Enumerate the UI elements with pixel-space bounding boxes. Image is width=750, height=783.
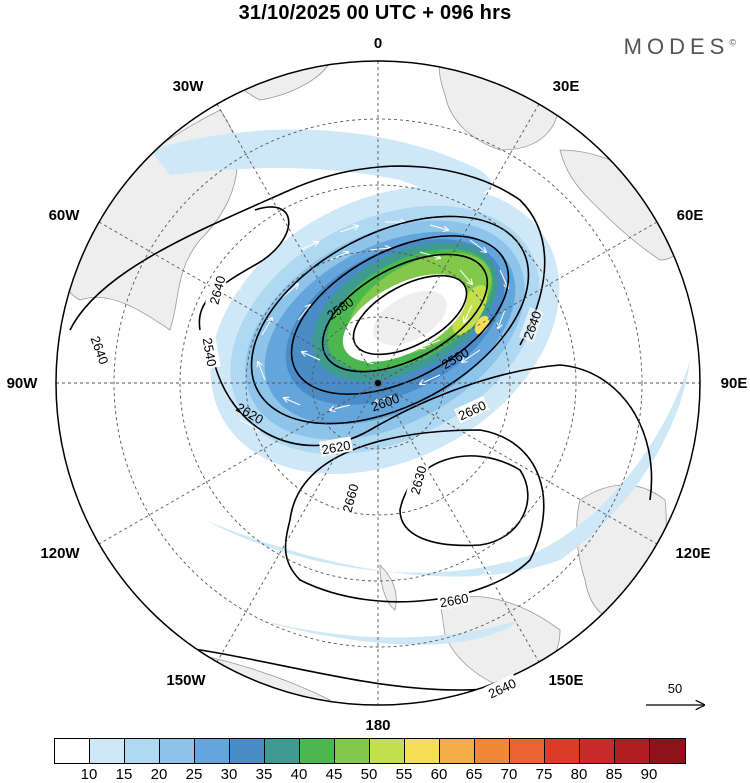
colorbar-label: 85 <box>605 766 623 783</box>
lon-label-0: 0 <box>374 35 382 52</box>
colorbar-label: 65 <box>465 766 483 783</box>
colorbar-label: 55 <box>395 766 413 783</box>
lon-label-30w: 30W <box>173 78 205 95</box>
colorbar-swatch <box>300 739 335 763</box>
lon-label-90w: 90W <box>7 375 39 392</box>
colorbar-swatch <box>125 739 160 763</box>
colorbar-label: 30 <box>220 766 238 783</box>
colorbar-swatch <box>55 739 90 763</box>
colorbar-swatch <box>475 739 510 763</box>
lon-label-120e: 120E <box>675 545 710 562</box>
colorbar-label: 35 <box>255 766 273 783</box>
colorbar-swatch <box>440 739 475 763</box>
colorbar-label: 25 <box>185 766 203 783</box>
colorbar-swatch <box>335 739 370 763</box>
colorbar-swatch <box>230 739 265 763</box>
colorbar-swatch <box>195 739 230 763</box>
colorbar-swatch <box>370 739 405 763</box>
colorbar-swatch <box>405 739 440 763</box>
colorbar <box>54 738 686 764</box>
colorbar-label: 15 <box>115 766 133 783</box>
wind-reference-label: 50 <box>668 681 682 696</box>
longitude-labels: 0 30E 60E 90E 120E 150E 180 150W 120W 90… <box>7 35 748 734</box>
colorbar-label: 80 <box>570 766 588 783</box>
colorbar-swatch <box>545 739 580 763</box>
brand-name: MODES <box>623 34 730 59</box>
contour-label: 2540 <box>200 337 220 368</box>
colorbar-swatch <box>90 739 125 763</box>
lon-label-150e: 150E <box>548 672 583 689</box>
copyright-mark: © <box>729 37 736 48</box>
colorbar-label: 45 <box>325 766 343 783</box>
contour-label: 2630 <box>407 464 429 496</box>
lon-label-120w: 120W <box>40 545 80 562</box>
lon-label-180: 180 <box>365 717 390 734</box>
colorbar-swatch <box>510 739 545 763</box>
pole-marker <box>375 380 381 386</box>
contour-label: 2620 <box>321 438 352 458</box>
colorbar-label: 50 <box>360 766 378 783</box>
brand-logo: MODES© <box>624 34 736 60</box>
colorbar-swatch <box>650 739 685 763</box>
lon-label-60w: 60W <box>49 207 81 224</box>
colorbar-label: 75 <box>535 766 553 783</box>
lon-label-30e: 30E <box>553 78 580 95</box>
contour-label: 2660 <box>339 482 361 514</box>
wind-reference-vector: 50 <box>646 681 704 705</box>
lon-label-90e: 90E <box>721 375 748 392</box>
page-title: 31/10/2025 00 UTC + 096 hrs <box>238 2 512 24</box>
contour-label: 2660 <box>439 591 470 611</box>
colorbar-label: 70 <box>500 766 518 783</box>
colorbar-label: 40 <box>290 766 308 783</box>
contours <box>69 165 700 691</box>
colorbar-label: 60 <box>430 766 448 783</box>
colorbar-swatch <box>265 739 300 763</box>
graticule <box>56 61 700 705</box>
contour-label: 2640 <box>206 274 228 306</box>
colorbar-label: 10 <box>80 766 98 783</box>
colorbar-swatch <box>160 739 195 763</box>
map-border <box>55 60 701 706</box>
colorbar-swatch <box>580 739 615 763</box>
lon-label-150w: 150W <box>166 672 206 689</box>
map-disk <box>56 61 700 705</box>
wind-vectors <box>229 222 648 612</box>
colorbar-swatch <box>615 739 650 763</box>
lon-label-60e: 60E <box>677 207 704 224</box>
colorbar-label: 90 <box>640 766 658 783</box>
colorbar-label: 20 <box>150 766 168 783</box>
